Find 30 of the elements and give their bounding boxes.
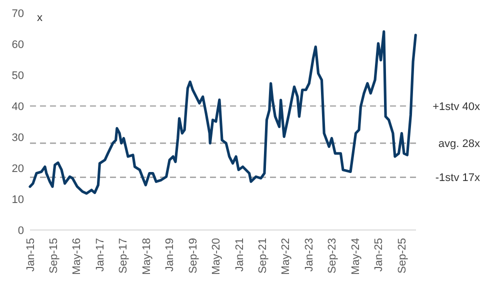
- x-tick-label: Sep-23: [326, 238, 339, 274]
- y-tick-label: 20: [12, 162, 24, 175]
- x-tick-label: Jan-17: [94, 238, 107, 272]
- x-tick-label: Sep-21: [256, 238, 269, 274]
- y-axis-title: x: [37, 12, 43, 24]
- y-tick-label: 40: [12, 100, 24, 113]
- x-tick-label: Jan-19: [164, 238, 176, 272]
- x-tick-label: May-20: [210, 238, 222, 275]
- x-tick-label: Sep-19: [187, 238, 200, 274]
- y-tick-label: 0: [18, 224, 24, 237]
- y-tick-label: 10: [12, 194, 24, 206]
- ref-line-label: avg. 28x: [438, 138, 480, 150]
- line-series: [28, 30, 417, 195]
- y-tick-label: 70: [12, 8, 24, 20]
- x-tick-label: May-18: [140, 238, 153, 275]
- x-tick-label: Sep-25: [396, 238, 408, 274]
- x-tick-label: Jan-25: [373, 238, 386, 272]
- x-tick-label: May-16: [71, 238, 84, 275]
- x-tick-label: Sep-17: [118, 238, 130, 274]
- ref-line-label: +1stv 40x: [432, 100, 480, 113]
- x-tick-label: Jan-23: [303, 238, 316, 272]
- x-tick-label: Jan-21: [234, 238, 246, 272]
- x-tick-label: May-24: [350, 238, 362, 275]
- x-tick-label: Sep-15: [48, 238, 60, 274]
- ref-line-label: -1stv 17x: [435, 172, 480, 184]
- x-tick-label: Jan-15: [24, 238, 37, 272]
- y-tick-label: 50: [12, 70, 24, 82]
- y-tick-label: 30: [12, 132, 24, 144]
- y-tick-label: 60: [12, 38, 24, 51]
- x-tick-label: May-22: [280, 238, 292, 275]
